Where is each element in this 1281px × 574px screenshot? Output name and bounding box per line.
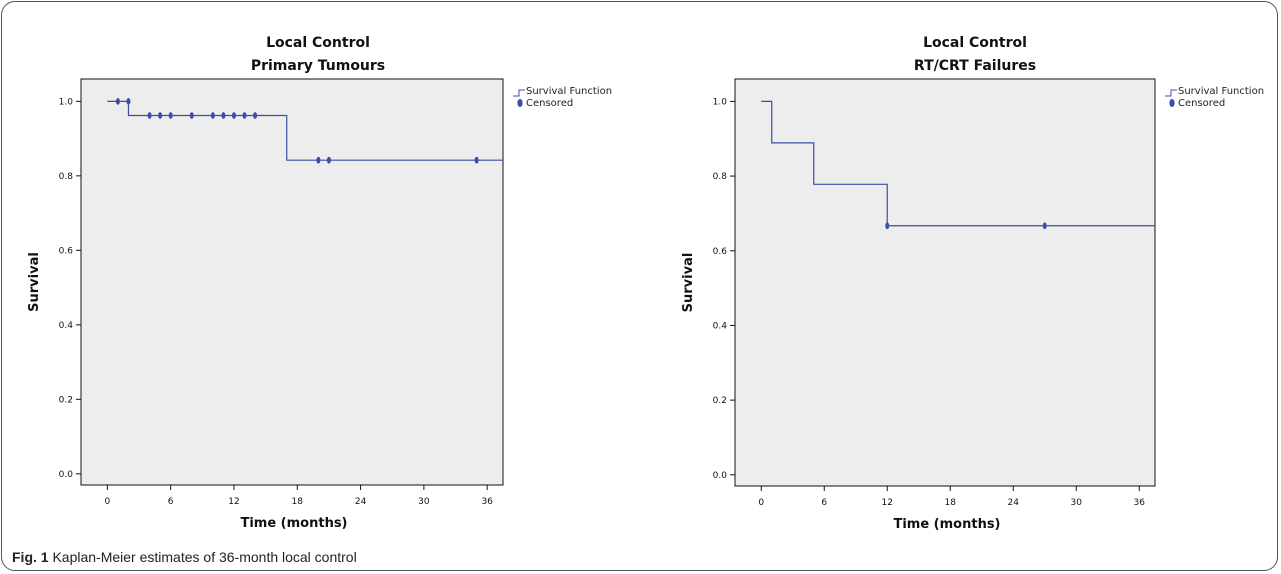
y-tick-label: 0.2 xyxy=(713,396,727,406)
censored-marker xyxy=(115,97,120,105)
y-axis-label: Survival xyxy=(27,252,42,312)
censored-marker xyxy=(885,222,890,230)
censored-marker xyxy=(147,112,152,119)
censored-marker xyxy=(253,112,258,119)
legend: Survival Function Censored xyxy=(1165,86,1264,109)
x-tick-label: 6 xyxy=(168,497,174,507)
plot-area xyxy=(80,78,504,486)
censored-marker xyxy=(126,97,131,105)
legend-line-icon xyxy=(513,89,525,97)
censored-marker xyxy=(1042,222,1047,230)
y-tick-label: 0.6 xyxy=(59,246,74,256)
chart-primary-tumours: Local Control Primary Tumours Time (mont… xyxy=(27,35,612,531)
x-tick-label: 12 xyxy=(228,497,239,507)
x-tick-label: 6 xyxy=(821,498,827,508)
x-tick-label: 18 xyxy=(292,497,304,507)
censored-marker xyxy=(210,112,215,119)
censored-markers xyxy=(115,97,479,164)
y-tick-label: 0.4 xyxy=(713,321,728,331)
y-tick-label: 0.8 xyxy=(59,172,74,182)
chart-subtitle: Primary Tumours xyxy=(251,58,385,74)
chart-title: Local Control xyxy=(923,35,1027,51)
legend-censored-label: Censored xyxy=(526,98,573,109)
legend-survival-label: Survival Function xyxy=(526,86,612,97)
y-tick-label: 1.0 xyxy=(713,97,728,107)
censored-marker xyxy=(189,112,194,119)
x-tick-label: 0 xyxy=(758,498,764,508)
legend-line-icon xyxy=(1165,89,1177,97)
legend-censored-icon xyxy=(1169,99,1175,107)
plot-area xyxy=(734,78,1156,487)
legend-censored-label: Censored xyxy=(1178,98,1225,109)
legend-censored-icon xyxy=(517,99,523,107)
x-tick-label: 30 xyxy=(1071,498,1083,508)
censored-marker xyxy=(316,156,321,164)
survival-function-line xyxy=(761,100,1155,227)
x-tick-label: 30 xyxy=(418,497,430,507)
x-tick-label: 36 xyxy=(481,497,493,507)
survival-function-line xyxy=(107,100,503,161)
x-tick-label: 18 xyxy=(945,498,957,508)
x-tick-label: 12 xyxy=(882,498,893,508)
legend-survival-label: Survival Function xyxy=(1178,86,1264,97)
censored-marker xyxy=(168,112,173,119)
y-tick-label: 0.2 xyxy=(59,395,73,405)
censored-marker xyxy=(242,112,247,119)
y-tick-label: 0.0 xyxy=(59,470,74,480)
censored-marker xyxy=(474,156,479,164)
x-tick-label: 36 xyxy=(1134,498,1146,508)
y-axis-label: Survival xyxy=(681,253,696,313)
x-axis-label: Time (months) xyxy=(893,517,1000,532)
chart-rt-crt-failures: Local Control RT/CRT Failures Time (mont… xyxy=(681,35,1264,532)
y-tick-label: 0.4 xyxy=(59,321,74,331)
x-tick-label: 24 xyxy=(1008,498,1020,508)
legend: Survival Function Censored xyxy=(513,86,612,109)
caption-text: Kaplan-Meier estimates of 36-month local… xyxy=(52,549,357,565)
y-tick-label: 0.6 xyxy=(713,247,728,257)
censored-markers xyxy=(885,222,1047,230)
y-tick-label: 1.0 xyxy=(59,97,74,107)
chart-subtitle: RT/CRT Failures xyxy=(914,58,1036,74)
axis-ticks: 0 6 12 18 24 30 36 0.0 0.2 0.4 0.6 0.8 1.0 xyxy=(59,97,494,507)
censored-marker xyxy=(221,112,226,119)
censored-marker xyxy=(231,112,236,119)
censored-marker xyxy=(326,156,331,164)
figure-caption: Fig. 1 Kaplan-Meier estimates of 36-mont… xyxy=(12,549,357,565)
figure-label: Fig. 1 xyxy=(12,549,49,565)
y-tick-label: 0.8 xyxy=(713,172,728,182)
x-axis-label: Time (months) xyxy=(240,516,347,531)
x-tick-label: 24 xyxy=(355,497,367,507)
chart-title: Local Control xyxy=(266,35,370,51)
y-tick-label: 0.0 xyxy=(713,471,728,481)
x-tick-label: 0 xyxy=(105,497,111,507)
axis-ticks: 0 6 12 18 24 30 36 0.0 0.2 0.4 0.6 0.8 1.0 xyxy=(713,97,1146,508)
censored-marker xyxy=(158,112,163,119)
